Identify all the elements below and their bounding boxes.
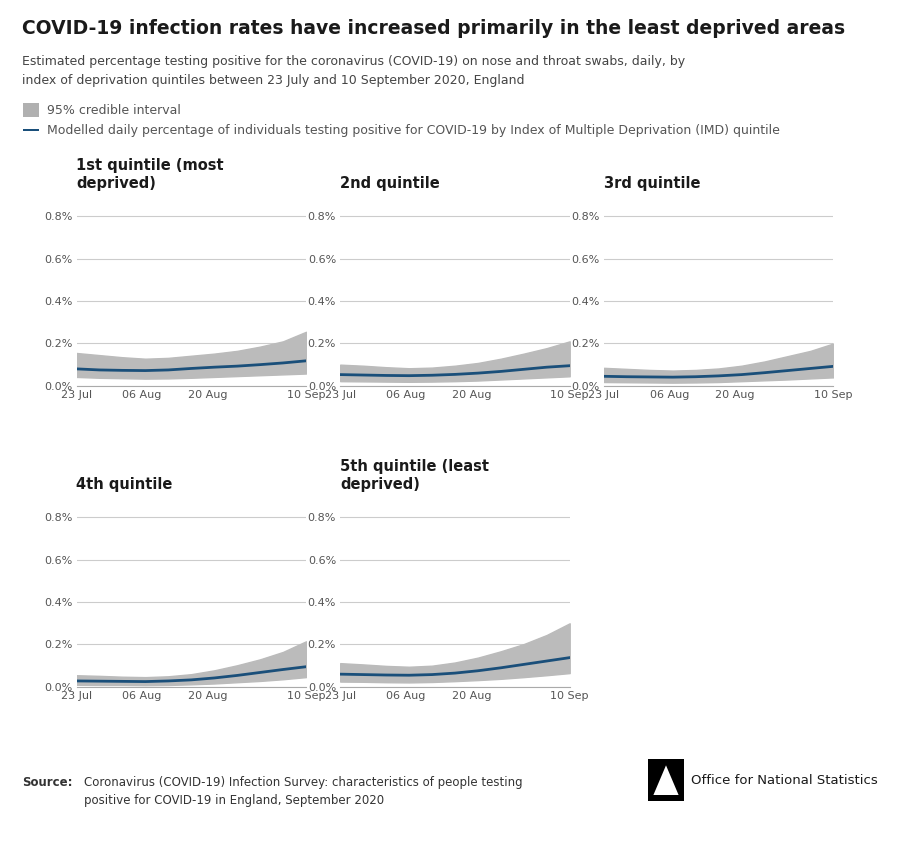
Text: 5th quintile (least
deprived): 5th quintile (least deprived) <box>340 460 490 492</box>
Text: 2nd quintile: 2nd quintile <box>340 176 440 191</box>
Text: COVID-19 infection rates have increased primarily in the least deprived areas: COVID-19 infection rates have increased … <box>22 19 846 37</box>
Polygon shape <box>653 765 679 795</box>
Text: 1st quintile (most
deprived): 1st quintile (most deprived) <box>76 159 224 191</box>
Text: 4th quintile: 4th quintile <box>76 477 173 492</box>
Text: Source:: Source: <box>22 776 73 789</box>
Text: 95% credible interval: 95% credible interval <box>47 103 181 117</box>
Text: 3rd quintile: 3rd quintile <box>604 176 700 191</box>
Text: Office for National Statistics: Office for National Statistics <box>691 773 878 787</box>
Text: Coronavirus (COVID-19) Infection Survey: characteristics of people testing
posit: Coronavirus (COVID-19) Infection Survey:… <box>84 776 522 807</box>
Text: Estimated percentage testing positive for the coronavirus (COVID-19) on nose and: Estimated percentage testing positive fo… <box>22 55 686 87</box>
Text: Modelled daily percentage of individuals testing positive for COVID-19 by Index : Modelled daily percentage of individuals… <box>47 124 779 137</box>
